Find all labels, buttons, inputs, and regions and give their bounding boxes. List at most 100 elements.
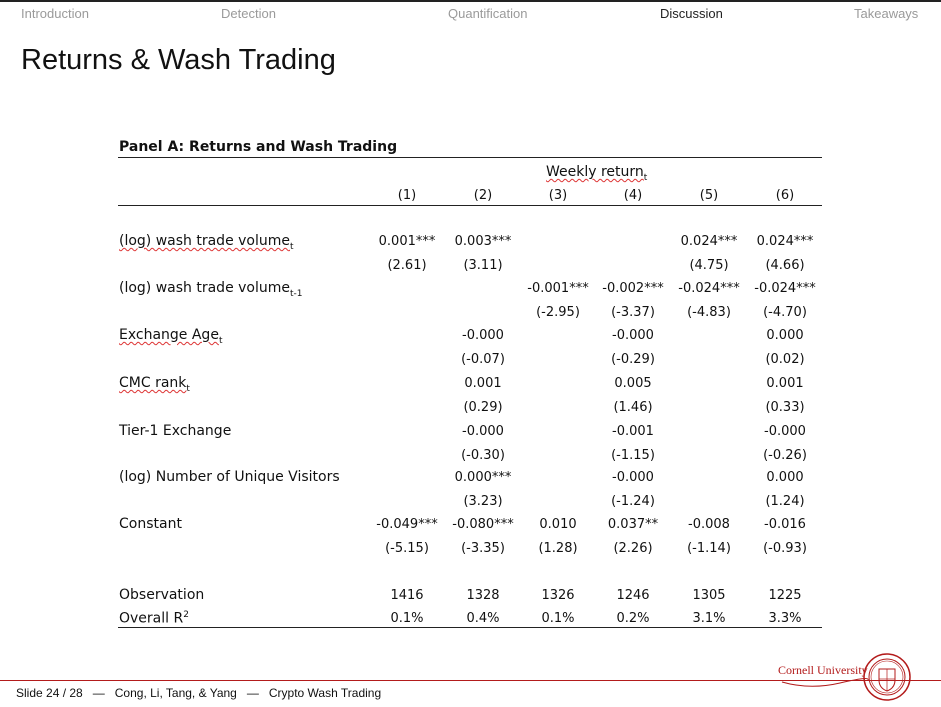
coefficient-cell: 0.001*** — [378, 234, 436, 249]
cornell-logo-text: Cornell University — [778, 663, 868, 677]
tstat-cell: (4.75) — [689, 258, 729, 273]
coefficient-cell: -0.001 — [612, 424, 654, 439]
column-group-header: Weekly returnt — [546, 164, 647, 183]
column-header: (5) — [699, 188, 719, 203]
row-label-text: (log) wash trade volume — [119, 233, 291, 249]
coefficient-cell: -0.000 — [764, 424, 806, 439]
summary-label-text: Overall R — [119, 610, 184, 627]
row-label: Tier-1 Exchange — [119, 423, 231, 439]
tstat-cell: (0.02) — [765, 352, 805, 367]
footer-separator-1: — — [92, 686, 105, 700]
row-label-text: Constant — [119, 516, 182, 532]
coefficient-cell: 0.024*** — [680, 234, 738, 249]
coefficient-cell: -0.024*** — [754, 281, 816, 296]
coefficient-cell: -0.080*** — [452, 517, 514, 532]
coefficient-cell: -0.024*** — [678, 281, 740, 296]
table-bottom-rule — [118, 627, 822, 628]
row-label-text: CMC rank — [119, 375, 187, 391]
column-header: (3) — [548, 188, 568, 203]
row-label: (log) wash trade volumet-1 — [119, 280, 303, 299]
summary-label: Overall R2 — [119, 610, 189, 627]
column-header: (4) — [623, 188, 643, 203]
coefficient-cell: -0.000 — [612, 470, 654, 485]
row-label: (log) wash trade volumet — [119, 233, 294, 252]
row-label-sub: t — [186, 383, 190, 394]
row-label-sub: t — [218, 335, 223, 346]
coefficient-cell: 0.001 — [464, 376, 502, 391]
tstat-cell: (-1.24) — [611, 494, 655, 509]
column-group-sub: t — [643, 172, 648, 183]
row-label-text: (log) wash trade volume — [119, 280, 291, 296]
row-label: Constant — [119, 516, 182, 532]
nav-item-detection[interactable]: Detection — [221, 6, 276, 21]
table-top-rule — [118, 157, 822, 158]
tstat-cell: (-0.07) — [461, 352, 505, 367]
row-label: Exchange Aget — [119, 327, 222, 346]
tstat-cell: (-4.83) — [687, 305, 731, 320]
coefficient-cell: 0.037** — [607, 517, 659, 532]
coefficient-cell: 0.001 — [766, 376, 804, 391]
row-label-sub: t — [290, 241, 294, 252]
coefficient-cell: -0.001*** — [527, 281, 589, 296]
coefficient-cell: 0.000*** — [454, 470, 512, 485]
coefficient-cell: -0.049*** — [376, 517, 438, 532]
tstat-cell: (2.61) — [387, 258, 427, 273]
footer: Slide 24 / 28 — Cong, Li, Tang, & Yang —… — [16, 686, 381, 700]
tstat-cell: (0.29) — [463, 400, 503, 415]
tstat-cell: (-3.35) — [461, 541, 505, 556]
summary-cell: 1225 — [768, 588, 802, 603]
tstat-cell: (0.33) — [765, 400, 805, 415]
tstat-cell: (-0.30) — [461, 448, 505, 463]
coefficient-cell: -0.002*** — [602, 281, 664, 296]
tstat-cell: (3.23) — [463, 494, 503, 509]
row-label: CMC rankt — [119, 375, 190, 394]
summary-label-sup: 2 — [183, 610, 189, 620]
nav-item-introduction[interactable]: Introduction — [21, 6, 89, 21]
footer-separator-2: — — [246, 686, 259, 700]
coefficient-cell: -0.000 — [462, 328, 504, 343]
summary-label-text: Observation — [119, 587, 205, 603]
summary-label: Observation — [119, 587, 204, 603]
summary-cell: 0.1% — [541, 611, 575, 626]
nav-item-discussion[interactable]: Discussion — [660, 6, 723, 21]
panel-title: Panel A: Returns and Wash Trading — [119, 139, 398, 155]
tstat-cell: (1.24) — [765, 494, 805, 509]
coefficient-cell: 0.000 — [766, 328, 804, 343]
summary-cell: 1328 — [466, 588, 500, 603]
coefficient-cell: 0.000 — [766, 470, 804, 485]
nav-item-takeaways[interactable]: Takeaways — [854, 6, 919, 21]
row-label-sub: t-1 — [290, 288, 303, 299]
column-group-text: Weekly return — [546, 164, 644, 180]
summary-cell: 0.2% — [616, 611, 650, 626]
cornell-seal-icon — [863, 653, 911, 701]
tstat-cell: (-0.93) — [763, 541, 807, 556]
coefficient-cell: -0.008 — [688, 517, 730, 532]
coefficient-cell: 0.010 — [539, 517, 577, 532]
summary-cell: 0.1% — [390, 611, 424, 626]
tstat-cell: (-1.15) — [611, 448, 655, 463]
column-header: (1) — [397, 188, 417, 203]
summary-cell: 1246 — [616, 588, 650, 603]
summary-cell: 1416 — [390, 588, 424, 603]
tstat-cell: (-2.95) — [536, 305, 580, 320]
coefficient-cell: -0.016 — [764, 517, 806, 532]
summary-cell: 3.3% — [768, 611, 802, 626]
slide-title: Returns & Wash Trading — [21, 44, 336, 76]
coefficient-cell: -0.000 — [462, 424, 504, 439]
coefficient-cell: 0.003*** — [454, 234, 512, 249]
summary-cell: 1326 — [541, 588, 575, 603]
nav-item-quantification[interactable]: Quantification — [448, 6, 528, 21]
tstat-cell: (1.28) — [538, 541, 578, 556]
tstat-cell: (-0.29) — [611, 352, 655, 367]
header-rule — [118, 205, 822, 206]
tstat-cell: (2.26) — [613, 541, 653, 556]
tstat-cell: (-4.70) — [763, 305, 807, 320]
slide-number: Slide 24 / 28 — [16, 686, 83, 700]
tstat-cell: (-1.14) — [687, 541, 731, 556]
column-header: (2) — [473, 188, 493, 203]
tstat-cell: (1.46) — [613, 400, 653, 415]
row-label: (log) Number of Unique Visitors — [119, 469, 340, 485]
row-label-text: Tier-1 Exchange — [119, 423, 232, 439]
coefficient-cell: -0.000 — [612, 328, 654, 343]
column-header: (6) — [775, 188, 795, 203]
